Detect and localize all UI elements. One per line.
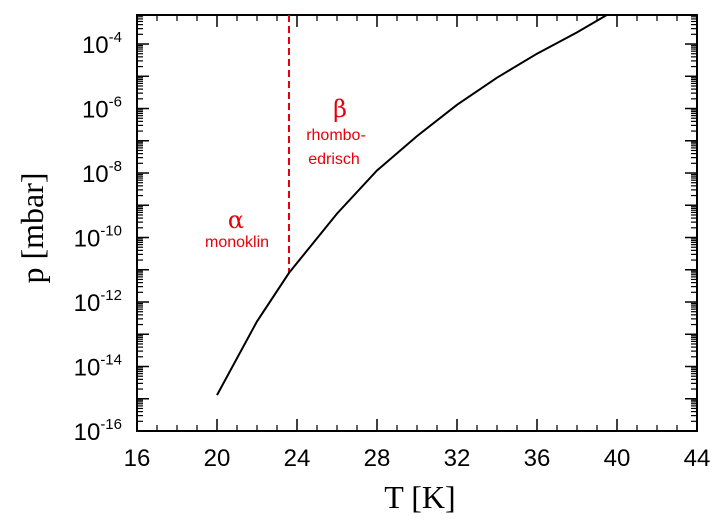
y-axis-title: p [mbar] [14, 172, 50, 283]
y-tick-base: 10 [74, 226, 101, 253]
y-tick-base: 10 [82, 32, 109, 59]
beta-label-line2: edrisch [308, 151, 360, 168]
y-tick-label: 10-6 [82, 94, 122, 124]
x-tick-label: 28 [364, 445, 391, 472]
y-tick-label: 10-10 [74, 223, 122, 253]
y-tick-exponent: -12 [100, 287, 122, 304]
x-major-ticks [136, 15, 698, 431]
x-tick-label: 32 [444, 445, 471, 472]
y-tick-base: 10 [74, 355, 101, 382]
vapor-pressure-curve [216, 14, 608, 396]
y-tick-label: 10-14 [74, 352, 122, 382]
y-tick-label: 10-12 [74, 287, 122, 317]
x-minor-ticks [156, 15, 678, 431]
y-tick-exponent: -10 [100, 223, 122, 240]
x-axis-title: T [K] [384, 479, 455, 515]
y-tick-base: 10 [82, 161, 109, 188]
x-tick-labels: 16 20 24 28 32 36 40 44 [124, 445, 711, 472]
y-tick-label: 10-4 [82, 29, 122, 59]
vapor-pressure-points [216, 14, 607, 396]
plot-area [136, 14, 698, 432]
beta-symbol: β [333, 95, 347, 123]
y-minor-ticks [137, 16, 697, 422]
y-tick-exponent: -16 [100, 416, 122, 433]
y-tick-exponent: -6 [109, 94, 122, 111]
alpha-symbol: α [228, 206, 244, 234]
y-tick-exponent: -14 [100, 352, 122, 369]
y-tick-label: 10-16 [74, 416, 122, 446]
x-tick-label: 44 [684, 445, 711, 472]
x-tick-label: 16 [124, 445, 151, 472]
x-tick-label: 40 [604, 445, 631, 472]
y-tick-base: 10 [74, 419, 101, 446]
x-tick-label: 24 [284, 445, 311, 472]
y-tick-exponent: -8 [109, 158, 122, 175]
x-tick-label: 36 [524, 445, 551, 472]
y-tick-base: 10 [74, 290, 101, 317]
x-tick-label: 20 [204, 445, 231, 472]
beta-label-line1: rhombo- [306, 127, 366, 144]
y-tick-base: 10 [82, 97, 109, 124]
y-tick-exponent: -4 [109, 29, 122, 46]
y-major-ticks [137, 43, 697, 432]
y-tick-label: 10-8 [82, 158, 122, 188]
alpha-label: monoklin [205, 234, 269, 251]
